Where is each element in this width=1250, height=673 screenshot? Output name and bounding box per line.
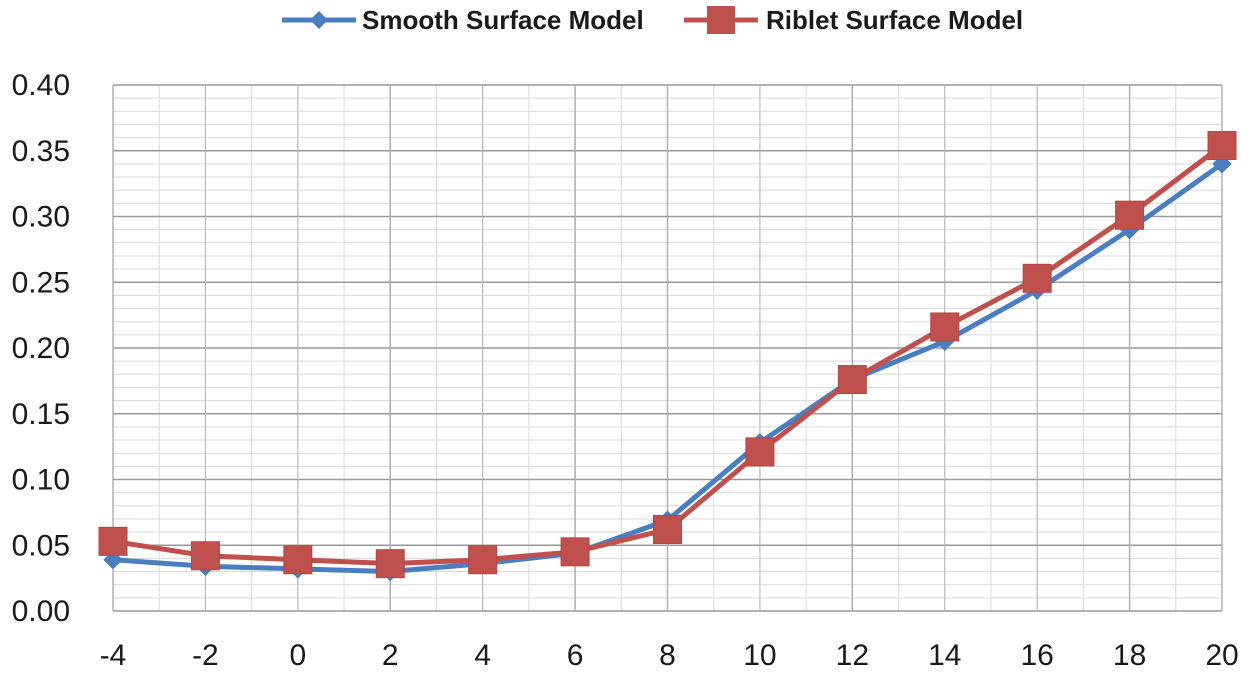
data-point-square (745, 437, 775, 467)
x-tick-label: 10 (743, 639, 776, 672)
x-tick-label: -2 (192, 639, 219, 672)
y-tick-label: 0.05 (12, 529, 70, 562)
y-axis-tick-labels: 0.00 0.05 0.10 0.15 0.20 0.25 0.30 0.35 0.40 (12, 69, 70, 628)
data-point-square (1115, 200, 1145, 230)
x-tick-label: 16 (1020, 639, 1053, 672)
x-tick-label: 8 (659, 639, 676, 672)
x-tick-label: 18 (1113, 639, 1146, 672)
data-point-square (560, 537, 590, 567)
y-tick-label: 0.25 (12, 266, 70, 299)
y-tick-label: 0.20 (12, 332, 70, 365)
data-point-square (468, 545, 498, 575)
y-tick-label: 0.10 (12, 464, 70, 497)
data-point-square (653, 514, 682, 544)
x-tick-label: 2 (382, 639, 399, 672)
data-point-square (190, 541, 220, 571)
y-tick-label: 0.40 (12, 69, 70, 102)
x-tick-label: 0 (289, 639, 306, 672)
legend: Smooth Surface Model Riblet Surface Model (282, 5, 1023, 35)
legend-label: Smooth Surface Model (362, 5, 644, 35)
legend-marker-diamond (310, 11, 328, 29)
data-point-square (375, 549, 405, 579)
y-tick-label: 0.30 (12, 201, 70, 234)
data-point-square (837, 365, 867, 395)
y-tick-label: 0.00 (12, 595, 70, 628)
major-gridlines (112, 84, 1223, 612)
data-point-square (1207, 130, 1237, 160)
x-tick-label: 4 (474, 639, 491, 672)
x-tick-label: 6 (567, 639, 584, 672)
legend-marker-square (707, 6, 735, 34)
legend-item: Smooth Surface Model (282, 5, 644, 35)
x-tick-label: 12 (836, 639, 869, 672)
data-point-square (930, 312, 960, 342)
data-point-square (283, 545, 313, 575)
data-point-square (98, 526, 128, 556)
x-tick-label: -4 (100, 639, 127, 672)
legend-label: Riblet Surface Model (766, 5, 1023, 35)
series-layer (98, 130, 1237, 582)
y-tick-label: 0.15 (12, 398, 70, 431)
x-tick-label: 14 (928, 639, 961, 672)
y-tick-label: 0.35 (12, 135, 70, 168)
x-tick-label: 20 (1205, 639, 1238, 672)
series-riblet (98, 130, 1237, 579)
data-point-square (1022, 263, 1052, 293)
x-axis-tick-labels: -4 -2 0 2 4 6 8 10 12 14 16 18 20 (100, 639, 1239, 672)
legend-item: Riblet Surface Model (684, 5, 1023, 35)
